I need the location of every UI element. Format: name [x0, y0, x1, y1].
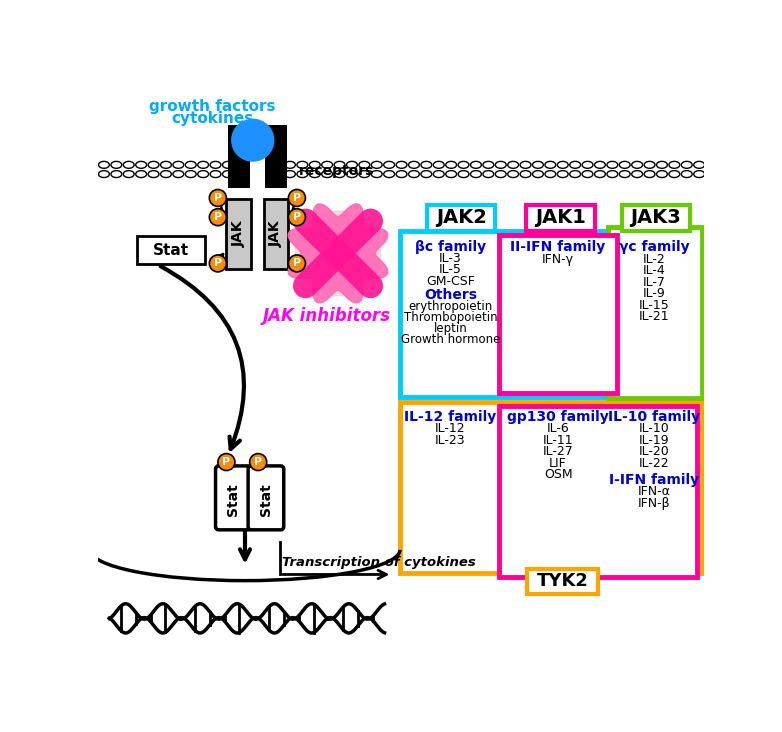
Text: Stat: Stat: [226, 483, 240, 516]
Text: P: P: [222, 457, 231, 467]
Text: JAK: JAK: [231, 221, 246, 247]
Text: receptors: receptors: [300, 164, 375, 178]
Polygon shape: [296, 211, 381, 296]
FancyBboxPatch shape: [216, 466, 251, 530]
Text: IL-9: IL-9: [643, 287, 665, 300]
Text: erythropoietin: erythropoietin: [408, 300, 493, 313]
Circle shape: [289, 190, 306, 206]
Circle shape: [210, 255, 227, 272]
Circle shape: [231, 119, 274, 162]
Circle shape: [289, 255, 306, 272]
FancyBboxPatch shape: [137, 236, 206, 264]
Circle shape: [210, 190, 227, 206]
Text: IFN-γ: IFN-γ: [542, 253, 574, 266]
Text: JAK3: JAK3: [630, 209, 681, 228]
Text: II-IFN family: II-IFN family: [511, 240, 606, 254]
FancyBboxPatch shape: [228, 124, 249, 188]
Text: leptin: leptin: [433, 322, 468, 335]
Text: GM-CSF: GM-CSF: [426, 275, 475, 288]
Text: IL-15: IL-15: [639, 299, 669, 312]
Text: IL-5: IL-5: [439, 264, 462, 277]
FancyBboxPatch shape: [499, 235, 617, 393]
Circle shape: [210, 209, 227, 225]
FancyBboxPatch shape: [526, 205, 594, 231]
Text: IFN-α: IFN-α: [638, 485, 671, 498]
Circle shape: [289, 209, 306, 225]
Text: IL-10 family: IL-10 family: [608, 410, 700, 424]
FancyBboxPatch shape: [622, 205, 690, 231]
Text: IFN-β: IFN-β: [638, 497, 670, 509]
Text: IL-19: IL-19: [639, 433, 669, 447]
Text: γc family: γc family: [619, 240, 690, 254]
Text: IL-21: IL-21: [639, 310, 669, 324]
Text: growth factors: growth factors: [149, 99, 276, 113]
Text: TYK2: TYK2: [536, 572, 589, 591]
Text: Stat: Stat: [259, 483, 273, 516]
Text: IL-3: IL-3: [439, 252, 461, 265]
Text: IL-20: IL-20: [639, 445, 669, 458]
FancyBboxPatch shape: [527, 569, 598, 594]
Text: JAK: JAK: [269, 221, 283, 247]
Text: Others: Others: [424, 288, 477, 302]
Text: IL-2: IL-2: [643, 253, 665, 266]
FancyBboxPatch shape: [608, 227, 702, 398]
Text: IL-27: IL-27: [543, 445, 573, 458]
Circle shape: [249, 454, 267, 471]
Text: IL-6: IL-6: [547, 422, 569, 435]
Text: Growth hormone: Growth hormone: [400, 333, 500, 346]
Text: P: P: [213, 212, 222, 223]
Text: OSM: OSM: [543, 468, 572, 481]
Text: IL-12 family: IL-12 family: [404, 410, 497, 424]
Text: LIF: LIF: [549, 457, 567, 470]
Text: JAK inhibitors: JAK inhibitors: [263, 307, 390, 325]
Text: IL-11: IL-11: [543, 433, 573, 447]
FancyBboxPatch shape: [265, 124, 287, 188]
Text: P: P: [213, 258, 222, 269]
FancyBboxPatch shape: [400, 402, 702, 573]
Text: IL-4: IL-4: [643, 264, 665, 277]
Text: P: P: [293, 212, 301, 223]
FancyBboxPatch shape: [499, 406, 697, 577]
Text: P: P: [293, 193, 301, 203]
Circle shape: [218, 454, 235, 471]
Text: P: P: [293, 258, 301, 269]
Polygon shape: [289, 204, 388, 303]
FancyBboxPatch shape: [264, 200, 289, 269]
Text: JAK1: JAK1: [535, 209, 586, 228]
Text: P: P: [254, 457, 262, 467]
Text: I-IFN family: I-IFN family: [609, 473, 699, 487]
Text: JAK2: JAK2: [436, 209, 486, 228]
Text: IL-7: IL-7: [643, 276, 665, 288]
FancyBboxPatch shape: [227, 200, 251, 269]
FancyBboxPatch shape: [248, 466, 284, 530]
Text: cytokines: cytokines: [171, 111, 253, 126]
Text: Transcription of cytokines: Transcription of cytokines: [282, 556, 476, 569]
Text: Thrombopoietin: Thrombopoietin: [404, 311, 497, 324]
Text: Stat: Stat: [152, 243, 188, 258]
Text: βc family: βc family: [414, 240, 486, 254]
FancyBboxPatch shape: [427, 205, 495, 231]
FancyBboxPatch shape: [400, 231, 613, 397]
Text: P: P: [213, 193, 222, 203]
Text: IL-12: IL-12: [435, 422, 466, 435]
Text: IL-23: IL-23: [435, 433, 466, 447]
Text: IL-10: IL-10: [639, 422, 669, 435]
FancyArrowPatch shape: [160, 266, 244, 449]
Text: gp130 family: gp130 family: [508, 410, 609, 424]
Text: IL-22: IL-22: [639, 457, 669, 470]
